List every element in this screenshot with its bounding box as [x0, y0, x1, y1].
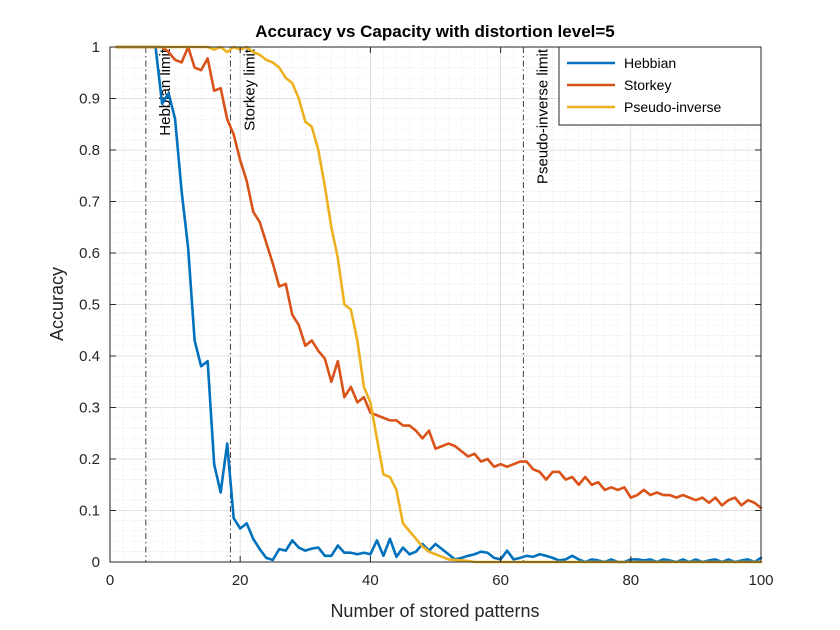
axis-ticks: 0 20 40 60 80 100 0 0.1 0.2 0.3 0.4 0.5 0.6 0.7 0.8 0.9… [79, 39, 773, 589]
y-tick-label: 0.9 [79, 91, 100, 108]
series-line-storkey [115, 45, 763, 510]
legend: Hebbian Storkey Pseudo-inverse [558, 46, 762, 126]
y-tick-label: 0.4 [79, 348, 100, 365]
y-tick-label: 0.8 [79, 142, 100, 159]
chart-title: Accuracy vs Capacity with distortion lev… [255, 22, 615, 41]
y-axis-label: Accuracy [47, 267, 67, 341]
x-tick-label: 100 [748, 572, 773, 589]
y-tick-label: 1 [92, 39, 100, 56]
x-axis-label: Number of stored patterns [330, 601, 539, 621]
y-tick-label: 0.6 [79, 245, 100, 262]
y-tick-label: 0.1 [79, 503, 100, 520]
limit-label: Pseudo-inverse limit [534, 48, 551, 184]
x-tick-label: 60 [492, 572, 509, 589]
y-tick-label: 0.2 [79, 451, 100, 468]
legend-label: Storkey [624, 77, 671, 93]
y-tick-label: 0.5 [79, 297, 100, 314]
legend-label: Pseudo-inverse [624, 99, 721, 115]
x-tick-label: 40 [362, 572, 379, 589]
y-tick-label: 0 [92, 554, 100, 571]
y-tick-label: 0.7 [79, 194, 100, 211]
y-tick-label: 0.3 [79, 400, 100, 417]
x-tick-label: 0 [106, 572, 114, 589]
limit-label: Hebbian limit [157, 48, 174, 136]
x-tick-label: 20 [232, 572, 249, 589]
limit-label: Storkey limit [241, 48, 258, 131]
x-tick-label: 80 [622, 572, 639, 589]
legend-label: Hebbian [624, 55, 676, 71]
limit-lines: Hebbian limit Storkey limit Pseudo-inverse… [145, 47, 551, 562]
